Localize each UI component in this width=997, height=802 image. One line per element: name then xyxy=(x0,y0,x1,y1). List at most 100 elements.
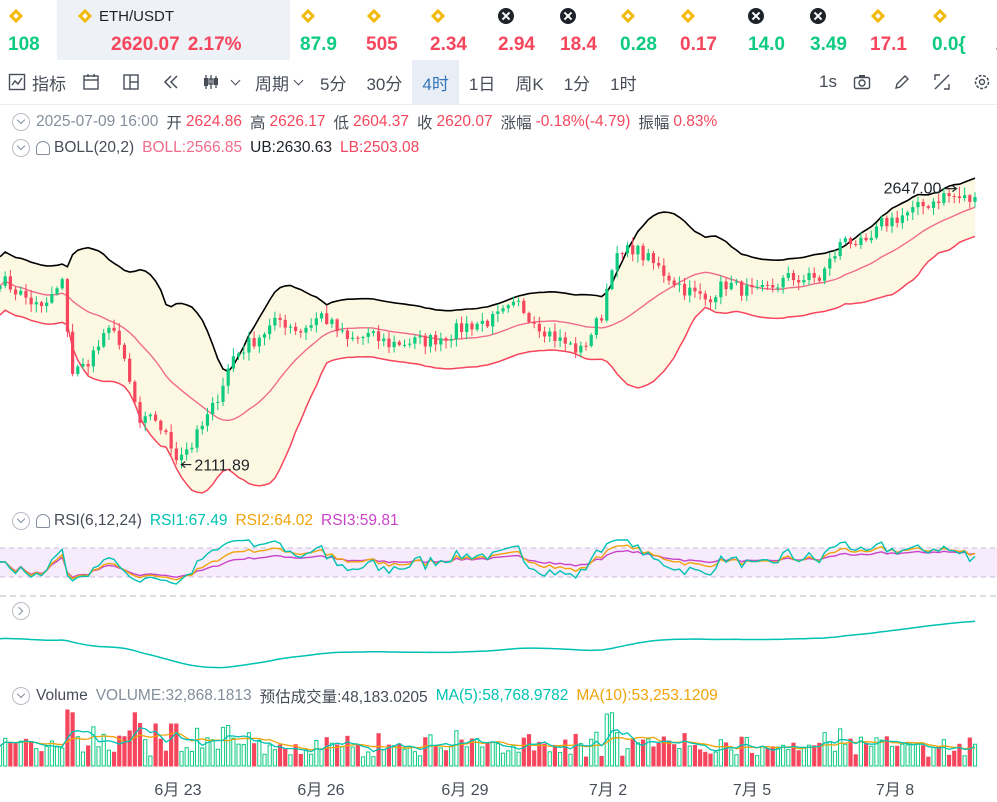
ticker-strip[interactable]: 108 ETH/USDT 2620.07 2.17% 87.9 505 2.34 2.94 18… xyxy=(0,0,997,60)
volume-bar xyxy=(220,726,226,767)
settings-button[interactable] xyxy=(965,60,997,105)
ticker-item-header: ETH/USDT xyxy=(77,7,174,25)
ticker-item[interactable]: 108 xyxy=(0,0,50,60)
draw-button[interactable] xyxy=(885,60,925,105)
expand-button[interactable] xyxy=(925,60,965,105)
volume-bar xyxy=(184,747,189,767)
expand-chevron-icon[interactable] xyxy=(12,602,30,620)
volume-bar xyxy=(806,744,812,767)
volume-bar xyxy=(34,748,39,767)
layout-button[interactable] xyxy=(114,60,154,105)
candle-body xyxy=(693,287,697,292)
boll-upper-band xyxy=(0,177,976,373)
candle-body xyxy=(361,336,365,339)
seconds-button[interactable]: 1s xyxy=(811,60,845,105)
period-dropdown[interactable]: 周期 xyxy=(247,60,310,105)
ticker-item[interactable]: 2.34 xyxy=(422,0,484,60)
volume-bar xyxy=(895,745,900,767)
collapse-chevron-icon[interactable] xyxy=(12,512,30,530)
volume-bar xyxy=(734,754,739,767)
chart-type-dropdown[interactable] xyxy=(194,60,247,105)
candle-body xyxy=(159,420,163,431)
volume-bar xyxy=(283,748,288,767)
interval-tab[interactable]: 5分 xyxy=(320,74,347,94)
candle-body xyxy=(968,195,972,202)
candle-body xyxy=(454,323,458,340)
interval-tab[interactable]: 1分 xyxy=(563,74,591,94)
ticker-item[interactable]: 14.0 xyxy=(740,0,796,60)
candle-body xyxy=(34,302,38,305)
volume-bar xyxy=(853,754,858,767)
candle-body xyxy=(677,283,681,285)
candle-body xyxy=(807,272,811,280)
volume-bar xyxy=(848,738,853,767)
ticker-item-header xyxy=(560,7,576,25)
volume-bar xyxy=(900,743,905,767)
ticker-item[interactable]: 17.1 xyxy=(862,0,918,60)
candle-body xyxy=(916,201,920,208)
volume-bar xyxy=(454,730,459,767)
candle-body xyxy=(947,193,951,197)
candle-body xyxy=(605,289,609,321)
volume-bar xyxy=(210,739,215,767)
candle-body xyxy=(973,197,977,202)
volume-bar xyxy=(340,746,345,767)
candle-body xyxy=(548,331,552,337)
interval-tab[interactable]: 周K xyxy=(515,74,544,94)
volume-bar xyxy=(96,746,101,767)
ticker-item[interactable]: 0.0{ xyxy=(924,0,982,60)
ticker-item[interactable]: 505 xyxy=(358,0,416,60)
volume-bar xyxy=(869,745,874,767)
candle-body xyxy=(211,402,215,415)
ticker-item-active[interactable]: ETH/USDT 2620.07 2.17% xyxy=(57,0,290,60)
ticker-item-header xyxy=(748,7,764,25)
volume-bar xyxy=(80,751,86,767)
ticker-item[interactable]: 0.17 xyxy=(672,0,734,60)
candle-body xyxy=(480,320,484,324)
candle-body xyxy=(185,449,189,455)
volume-bar xyxy=(952,750,957,767)
collapse-chevron-icon[interactable] xyxy=(12,113,30,131)
replay-button[interactable] xyxy=(154,60,194,105)
ticker-item[interactable]: 3.49 xyxy=(802,0,856,60)
candle-body xyxy=(314,318,318,326)
ticker-item[interactable]: 2.94 xyxy=(490,0,546,60)
candle-body xyxy=(45,302,49,307)
rsi-label: RSI(6,12,24) xyxy=(54,512,142,529)
collapse-chevron-icon[interactable] xyxy=(12,139,30,157)
interval-tabs: 5分 30分 4时 1日 周K 1分 1时 xyxy=(310,59,647,105)
candle-body xyxy=(319,313,324,319)
calendar-button[interactable] xyxy=(74,60,114,105)
ticker-item[interactable]: 18.4 xyxy=(552,0,606,60)
candle-body xyxy=(39,302,44,307)
screenshot-button[interactable] xyxy=(845,60,885,105)
interval-tab[interactable]: 1时 xyxy=(610,74,637,94)
ticker-item[interactable]: 87.9 xyxy=(292,0,352,60)
interval-tab[interactable]: 4时 xyxy=(412,59,459,105)
volume-bar xyxy=(568,753,573,767)
volume-ma10-line xyxy=(0,731,976,751)
interval-tab[interactable]: 30分 xyxy=(366,74,403,94)
volume-bar xyxy=(646,738,651,767)
rsi2-line xyxy=(0,544,976,581)
candle-datetime: 2025-07-09 16:00 xyxy=(36,113,159,130)
volume-bar xyxy=(0,745,3,767)
x-tick-label: 7月 2 xyxy=(589,782,627,799)
candle-body xyxy=(651,253,656,264)
ticker-item[interactable]: 0.28 xyxy=(612,0,666,60)
ticker-item-values: 0.0{ xyxy=(932,34,966,56)
volume-bar xyxy=(169,723,174,767)
interval-tab[interactable]: 1日 xyxy=(468,74,496,94)
ticker-value: 3.49 xyxy=(810,34,847,55)
bell-icon[interactable] xyxy=(36,141,50,155)
bell-icon[interactable] xyxy=(36,514,50,528)
candle-body xyxy=(86,363,90,367)
collapse-chevron-icon[interactable] xyxy=(12,687,30,705)
volume-info-line: Volume VOLUME:32,868.1813 预估成交量:48,183.0… xyxy=(0,686,718,706)
boll-info-line: BOLL(20,2) BOLL:2566.85 UB:2630.63 LB:25… xyxy=(0,138,419,158)
indicators-button[interactable]: 指标 xyxy=(0,60,74,105)
ticker-item-values: 505 xyxy=(366,34,398,56)
volume-bar xyxy=(651,746,656,767)
candle-body xyxy=(781,277,785,288)
ticker-item[interactable]: 2 xyxy=(988,0,997,60)
